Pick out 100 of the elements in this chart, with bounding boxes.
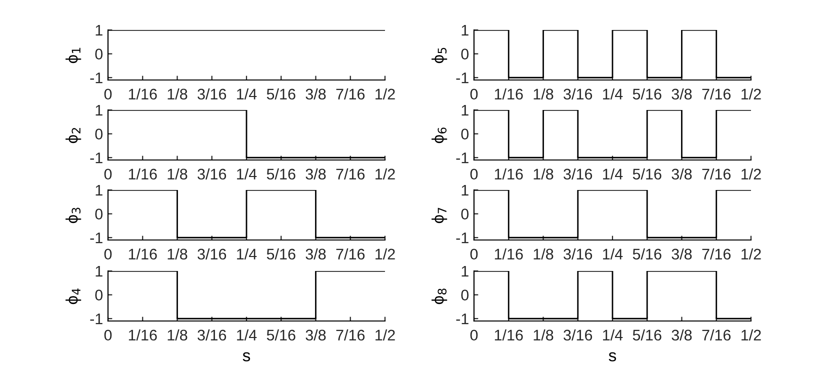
x-tick-label: 1/16 [128,329,157,341]
x-tick-label: 7/16 [702,248,731,260]
x-tick-label: 3/8 [306,329,326,341]
x-tick-label: 1/8 [534,329,554,341]
x-tick-label: 1/16 [128,88,157,100]
y-tick-label: 1 [96,105,102,116]
y-tick-label: -1 [456,314,468,324]
y-tick-label: 0 [461,208,469,220]
x-tick-label: 5/16 [266,88,296,100]
x-tick-label: 5/16 [266,248,296,260]
x-tick-label: 3/16 [564,329,592,341]
x-tick-label: 0 [104,248,112,260]
x-tick-label: 5/16 [632,248,662,260]
x-tick-label: 1/2 [742,329,761,341]
x-tick-label: 1/16 [128,168,157,180]
x-tick-label: 1/4 [603,88,623,100]
y-tick-label: 0 [461,48,469,60]
x-tick-label: 5/16 [266,329,296,341]
x-tick-label: 3/16 [198,329,226,341]
x-tick-label: 1/16 [494,88,523,100]
x-axis-title: s [242,352,250,362]
y-axis-title: ϕ$_{5}$ [432,48,448,64]
y-tick-label: 0 [95,128,103,140]
x-tick-label: 3/8 [672,168,692,180]
x-tick-label: 1/8 [168,329,188,341]
y-tick-label: 1 [462,105,468,116]
x-tick-label: 7/16 [702,88,731,100]
x-tick-label: 7/16 [336,329,365,341]
y-tick-label: 0 [95,290,103,300]
y-tick-label: -1 [456,72,468,84]
y-tick-label: -1 [456,232,468,244]
x-tick-label: 1/8 [534,248,554,260]
x-tick-label: 5/16 [266,168,296,180]
x-tick-label: 1/16 [494,248,523,260]
y-tick-label: 1 [96,185,102,196]
x-tick-label: 3/8 [306,168,326,180]
x-tick-label: 1/4 [237,248,257,260]
x-tick-label: 7/16 [336,248,365,260]
x-tick-label: 3/8 [306,248,326,260]
x-tick-label: 1/8 [168,88,188,100]
x-tick-label: 1/4 [603,329,623,341]
x-tick-label: 1/8 [534,88,554,100]
x-tick-label: 1/4 [237,168,257,180]
x-tick-label: 7/16 [702,329,731,341]
y-tick-label: 1 [462,266,468,277]
x-tick-label: 7/16 [336,88,365,100]
x-tick-label: 5/16 [632,329,662,341]
x-tick-label: 0 [470,330,478,341]
y-axis-title: ϕ$_{1}$ [66,48,82,64]
y-tick-label: -1 [90,232,102,244]
y-tick-label: 0 [95,208,103,220]
x-tick-label: 3/16 [198,88,226,100]
x-tick-label: 1/2 [742,168,761,180]
x-tick-label: 5/16 [632,168,662,180]
y-tick-label: -1 [456,152,468,164]
x-tick-label: 0 [470,168,478,180]
y-tick-label: 0 [461,128,469,140]
x-tick-label: 0 [470,248,478,260]
y-axis-title: ϕ$_{3}$ [66,208,82,224]
y-tick-label: -1 [90,152,102,164]
x-tick-label: 0 [104,88,112,100]
x-tick-label: 0 [104,168,112,180]
x-tick-label: 3/8 [306,88,326,100]
y-tick-label: -1 [90,314,102,324]
x-tick-label: 3/16 [564,88,592,100]
y-tick-label: -1 [90,72,102,84]
x-tick-label: 1/2 [376,88,395,100]
x-tick-label: 1/8 [168,248,188,260]
x-tick-label: 1/4 [237,88,257,100]
x-tick-label: 3/16 [198,168,226,180]
y-axis-title: ϕ$_{8}$ [432,288,448,304]
x-tick-label: 3/8 [672,88,692,100]
x-tick-label: 3/16 [198,248,226,260]
x-tick-label: 3/16 [564,248,592,260]
x-tick-label: 1/2 [376,329,395,341]
x-axis-title: s [608,352,616,362]
x-tick-label: 1/4 [237,329,257,341]
x-tick-label: 3/16 [564,168,592,180]
y-axis-title: ϕ$_{4}$ [66,288,82,304]
x-tick-label: 0 [470,88,478,100]
y-tick-label: 1 [96,25,102,36]
x-tick-label: 7/16 [702,168,731,180]
y-tick-label: 0 [95,48,103,60]
y-tick-label: 0 [461,290,469,300]
x-tick-label: 3/8 [672,248,692,260]
x-tick-label: 1/2 [742,248,761,260]
x-tick-label: 1/16 [494,329,523,341]
x-tick-label: 1/2 [376,248,395,260]
x-tick-label: 1/16 [494,168,523,180]
y-axis-title: ϕ$_{2}$ [66,128,82,144]
x-tick-label: 1/4 [603,248,623,260]
x-tick-label: 1/4 [603,168,623,180]
x-tick-label: 1/8 [168,168,188,180]
x-tick-label: 1/2 [376,168,395,180]
x-tick-label: 3/8 [672,329,692,341]
y-axis-title: ϕ$_{6}$ [432,128,448,144]
y-tick-label: 1 [462,185,468,196]
x-tick-label: 0 [104,330,112,341]
x-tick-label: 1/8 [534,168,554,180]
y-axis-title: ϕ$_{7}$ [432,208,448,224]
